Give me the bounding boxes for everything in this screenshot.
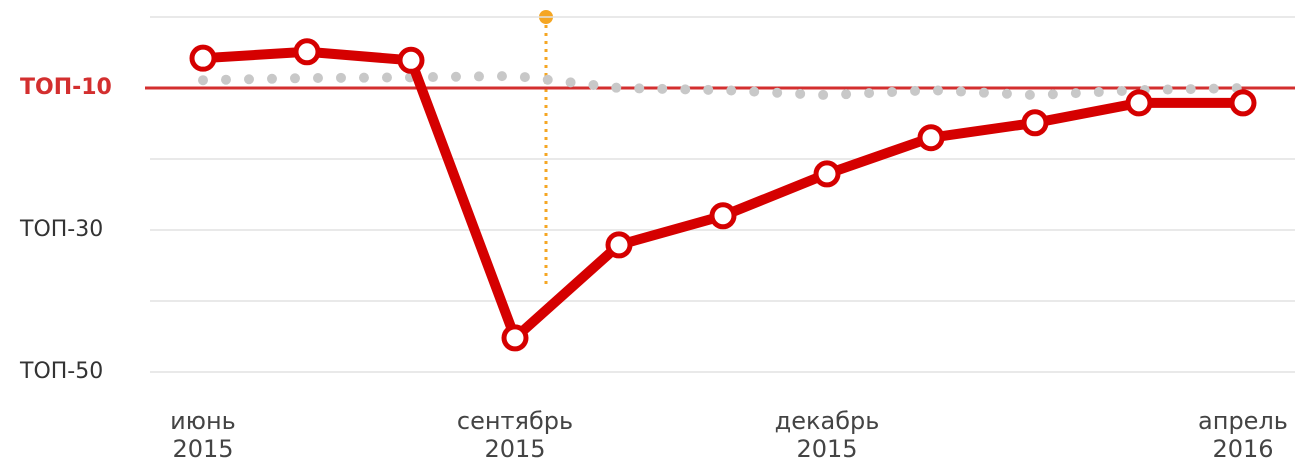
dotted-line: [198, 70, 1248, 101]
x-tick-label: апрель: [1198, 407, 1288, 435]
point: [1229, 89, 1257, 117]
line: [198, 46, 1248, 343]
point: [1125, 89, 1153, 117]
x-tick-label: 2015: [484, 435, 545, 463]
point: [397, 46, 425, 74]
y-tick-label: ТОП-10: [20, 75, 112, 100]
point: [709, 202, 737, 230]
x-tick-label: 2015: [172, 435, 233, 463]
y-tick-label: ТОП-30: [19, 217, 103, 242]
x-tick-label: сентябрь: [457, 407, 573, 435]
point: [813, 160, 841, 188]
point: [189, 44, 217, 72]
point: [605, 231, 633, 259]
point: [917, 124, 945, 152]
x-tick-label: 2015: [796, 435, 857, 463]
x-tick-label: декабрь: [775, 407, 880, 435]
point: [293, 38, 321, 66]
y-tick-label: ТОП-50: [19, 359, 103, 384]
point: [1021, 109, 1049, 137]
x-tick-label: июнь: [170, 407, 236, 435]
point: [501, 324, 529, 352]
x-tick-label: 2016: [1212, 435, 1273, 463]
